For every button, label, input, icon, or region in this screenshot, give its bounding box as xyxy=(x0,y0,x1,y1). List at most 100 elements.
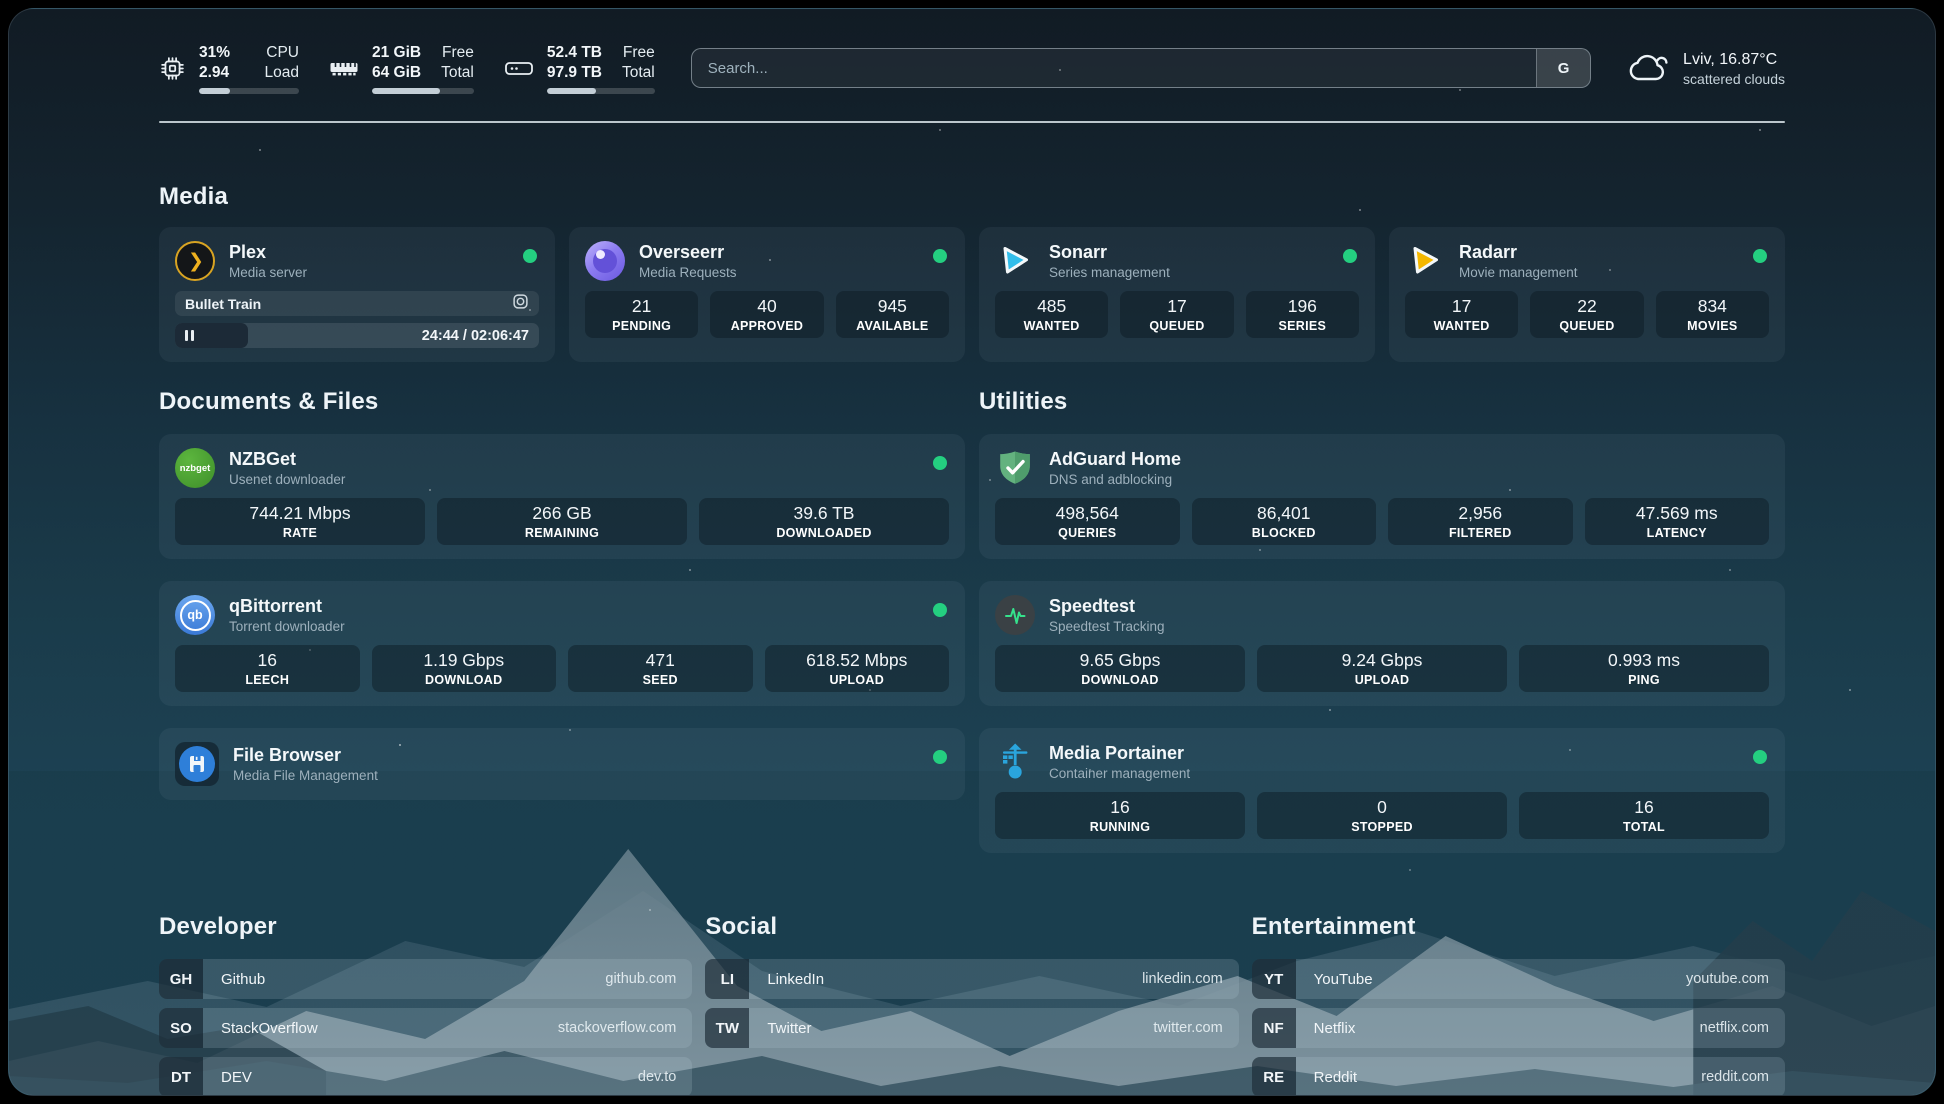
filebrowser-status-dot xyxy=(933,750,947,764)
pause-icon xyxy=(185,330,188,341)
stat-wanted: 485 WANTED xyxy=(995,291,1109,338)
nzbget-subtitle: Usenet downloader xyxy=(229,472,346,487)
social-section-title: Social xyxy=(705,913,778,940)
disk-total-label: Total xyxy=(622,63,655,81)
adguard-card[interactable]: AdGuard Home DNS and adblocking 498,564 Q… xyxy=(979,434,1785,559)
nzbget-card[interactable]: nzbget NZBGet Usenet downloader 744.21 M… xyxy=(159,434,965,559)
social-links: Social LI LinkedIn linkedin.com TW Twitt… xyxy=(705,913,1239,1095)
weather-widget[interactable]: Lviv, 16.87°C scattered clouds xyxy=(1627,49,1785,88)
link-linkedin[interactable]: LI LinkedIn linkedin.com xyxy=(705,959,1239,999)
sonarr-subtitle: Series management xyxy=(1049,265,1170,280)
link-name: DEV xyxy=(221,1068,252,1086)
filebrowser-card[interactable]: File Browser Media File Management xyxy=(159,728,965,800)
playback-progress-bar[interactable]: 24:44 / 02:06:47 xyxy=(175,323,539,348)
overseerr-card[interactable]: Overseerr Media Requests 21 PENDING 40 APP… xyxy=(569,227,965,362)
documents-section-title: Documents & Files xyxy=(159,388,379,415)
disk-icon xyxy=(504,55,534,81)
ram-free-label: Free xyxy=(441,43,474,61)
stat-available: 945 AVAILABLE xyxy=(835,291,949,338)
speedtest-logo xyxy=(995,595,1035,635)
sonarr-logo xyxy=(995,241,1035,281)
youtube-abbr-tile: YT xyxy=(1251,959,1296,999)
stat-queued: 17 QUEUED xyxy=(1120,291,1234,338)
radarr-status-dot xyxy=(1753,249,1767,263)
linkedin-abbr-tile: LI xyxy=(705,959,750,999)
stat-running: 16 RUNNING xyxy=(995,792,1245,839)
search-input[interactable] xyxy=(691,49,1537,87)
radarr-subtitle: Movie management xyxy=(1459,265,1578,280)
link-name: Github xyxy=(221,970,266,988)
stat-blocked: 86,401 BLOCKED xyxy=(1191,498,1376,545)
link-github[interactable]: GH Github github.com xyxy=(159,959,693,999)
radarr-card[interactable]: Radarr Movie management 17 WANTED 22 QUEUE… xyxy=(1389,227,1785,362)
media-grid: ❯ Plex Media server Bullet Train xyxy=(159,227,1785,362)
stat-download: 1.19 Gbps DOWNLOAD xyxy=(371,645,556,692)
video-format-icon xyxy=(512,293,529,315)
documents-column: Documents & Files nzbget NZBGet Usenet d… xyxy=(159,388,965,800)
portainer-status-dot xyxy=(1753,750,1767,764)
overseerr-status-dot xyxy=(933,249,947,263)
plex-logo: ❯ xyxy=(175,241,215,281)
speedtest-subtitle: Speedtest Tracking xyxy=(1049,619,1165,634)
link-url: twitter.com xyxy=(1153,1020,1223,1036)
dashboard-window: 31% CPU 2.94 Load xyxy=(8,8,1936,1096)
radarr-logo xyxy=(1405,241,1445,281)
stat-latency: 47.569 ms LATENCY xyxy=(1584,498,1769,545)
link-url: dev.to xyxy=(637,1069,677,1085)
link-netflix[interactable]: NF Netflix netflix.com xyxy=(1251,1008,1785,1048)
link-name: Twitter xyxy=(767,1019,812,1037)
mountain-tint-overlay xyxy=(9,771,1935,1095)
ram-progress-fill xyxy=(372,87,441,94)
sonarr-status-dot xyxy=(1343,249,1357,263)
qbittorrent-subtitle: Torrent downloader xyxy=(229,619,345,634)
stat-wanted: 17 WANTED xyxy=(1405,291,1519,338)
ram-progress-bar xyxy=(372,87,474,94)
stat-leech: 16 LEECH xyxy=(175,645,360,692)
ram-total-label: Total xyxy=(441,63,474,81)
sonarr-title: Sonarr xyxy=(1049,242,1108,262)
link-dev[interactable]: DT DEV dev.to xyxy=(159,1057,693,1095)
cpu-progress-fill xyxy=(199,87,230,94)
portainer-title: Media Portainer xyxy=(1049,743,1185,763)
sonarr-card[interactable]: Sonarr Series management 485 WANTED 17 QUE… xyxy=(979,227,1375,362)
overseerr-title: Overseerr xyxy=(639,242,725,262)
weather-condition: scattered clouds xyxy=(1683,70,1785,87)
plex-now-playing: Bullet Train xyxy=(175,291,539,316)
link-url: stackoverflow.com xyxy=(557,1020,677,1036)
disk-stat: 52.4 TB Free 97.9 TB Total xyxy=(504,43,655,94)
plex-card[interactable]: ❯ Plex Media server Bullet Train xyxy=(159,227,555,362)
radarr-title: Radarr xyxy=(1459,242,1518,262)
portainer-card[interactable]: Media Portainer Container management 16 R… xyxy=(979,728,1785,853)
ram-total-value: 64 GiB xyxy=(372,63,422,81)
speedtest-card[interactable]: Speedtest Speedtest Tracking 9.65 Gbps DO… xyxy=(979,581,1785,706)
cpu-icon xyxy=(159,55,186,82)
stat-series: 196 SERIES xyxy=(1245,291,1359,338)
stat-upload: 9.24 Gbps UPLOAD xyxy=(1257,645,1507,692)
stat-filtered: 2,956 FILTERED xyxy=(1388,498,1573,545)
portainer-logo xyxy=(995,742,1035,782)
cpu-stat: 31% CPU 2.94 Load xyxy=(159,43,299,94)
filebrowser-title: File Browser xyxy=(233,745,342,765)
cpu-load-value: 2.94 xyxy=(199,63,230,81)
overseerr-logo xyxy=(585,241,625,281)
link-url: reddit.com xyxy=(1701,1069,1769,1085)
stat-upload: 618.52 Mbps UPLOAD xyxy=(764,645,949,692)
stat-ping: 0.993 ms PING xyxy=(1519,645,1769,692)
cpu-usage-value: 31% xyxy=(199,43,231,61)
link-stackoverflow[interactable]: SO StackOverflow stackoverflow.com xyxy=(159,1008,693,1048)
link-name: Reddit xyxy=(1313,1068,1358,1086)
ram-free-value: 21 GiB xyxy=(372,43,422,61)
qbittorrent-card[interactable]: qb qBittorrent Torrent downloader 16 LEEC… xyxy=(159,581,965,706)
google-search-button[interactable]: G xyxy=(1536,49,1591,87)
weather-location-temp: Lviv, 16.87°C xyxy=(1683,50,1778,68)
disk-progress-bar xyxy=(546,87,655,94)
qbittorrent-logo: qb xyxy=(175,595,215,635)
link-name: YouTube xyxy=(1313,970,1373,988)
link-youtube[interactable]: YT YouTube youtube.com xyxy=(1251,959,1785,999)
header-divider xyxy=(159,121,1785,123)
link-reddit[interactable]: RE Reddit reddit.com xyxy=(1251,1057,1785,1095)
top-bar: 31% CPU 2.94 Load xyxy=(159,39,1785,97)
link-twitter[interactable]: TW Twitter twitter.com xyxy=(705,1008,1239,1048)
stat-pending: 21 PENDING xyxy=(585,291,699,338)
entertainment-links: Entertainment YT YouTube youtube.com NF … xyxy=(1251,913,1785,1095)
